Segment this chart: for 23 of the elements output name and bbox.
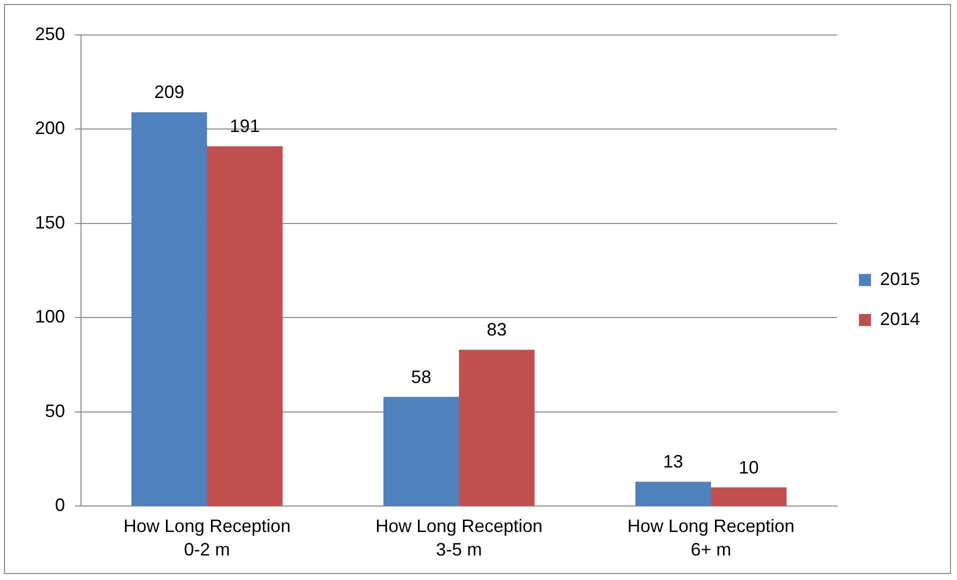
- legend-label: 2015: [880, 268, 920, 289]
- data-label: 191: [230, 116, 260, 136]
- y-tick-label: 100: [34, 306, 66, 327]
- data-label: 13: [663, 452, 684, 472]
- bar: [635, 482, 711, 506]
- bar: [458, 350, 535, 506]
- y-tick-label: 150: [34, 212, 66, 232]
- legend-label: 2014: [880, 308, 920, 329]
- bar: [710, 487, 787, 506]
- bar: [383, 396, 459, 506]
- x-tick-label: How Long Reception 0-2 m: [123, 516, 291, 560]
- y-tick-label: 0: [55, 495, 66, 516]
- data-label: 209: [154, 82, 184, 102]
- data-label: 58: [411, 366, 432, 387]
- y-tick-label: 50: [45, 400, 66, 421]
- x-tick-label: How Long Reception 6+ m: [627, 516, 795, 560]
- x-tick-label: How Long Reception 3-5 m: [375, 516, 543, 560]
- y-tick-label: 200: [34, 118, 66, 138]
- data-label: 10: [738, 457, 759, 478]
- bar: [131, 112, 208, 506]
- y-tick-label: 250: [34, 24, 66, 44]
- data-label: 83: [486, 320, 507, 340]
- bar: [207, 146, 283, 506]
